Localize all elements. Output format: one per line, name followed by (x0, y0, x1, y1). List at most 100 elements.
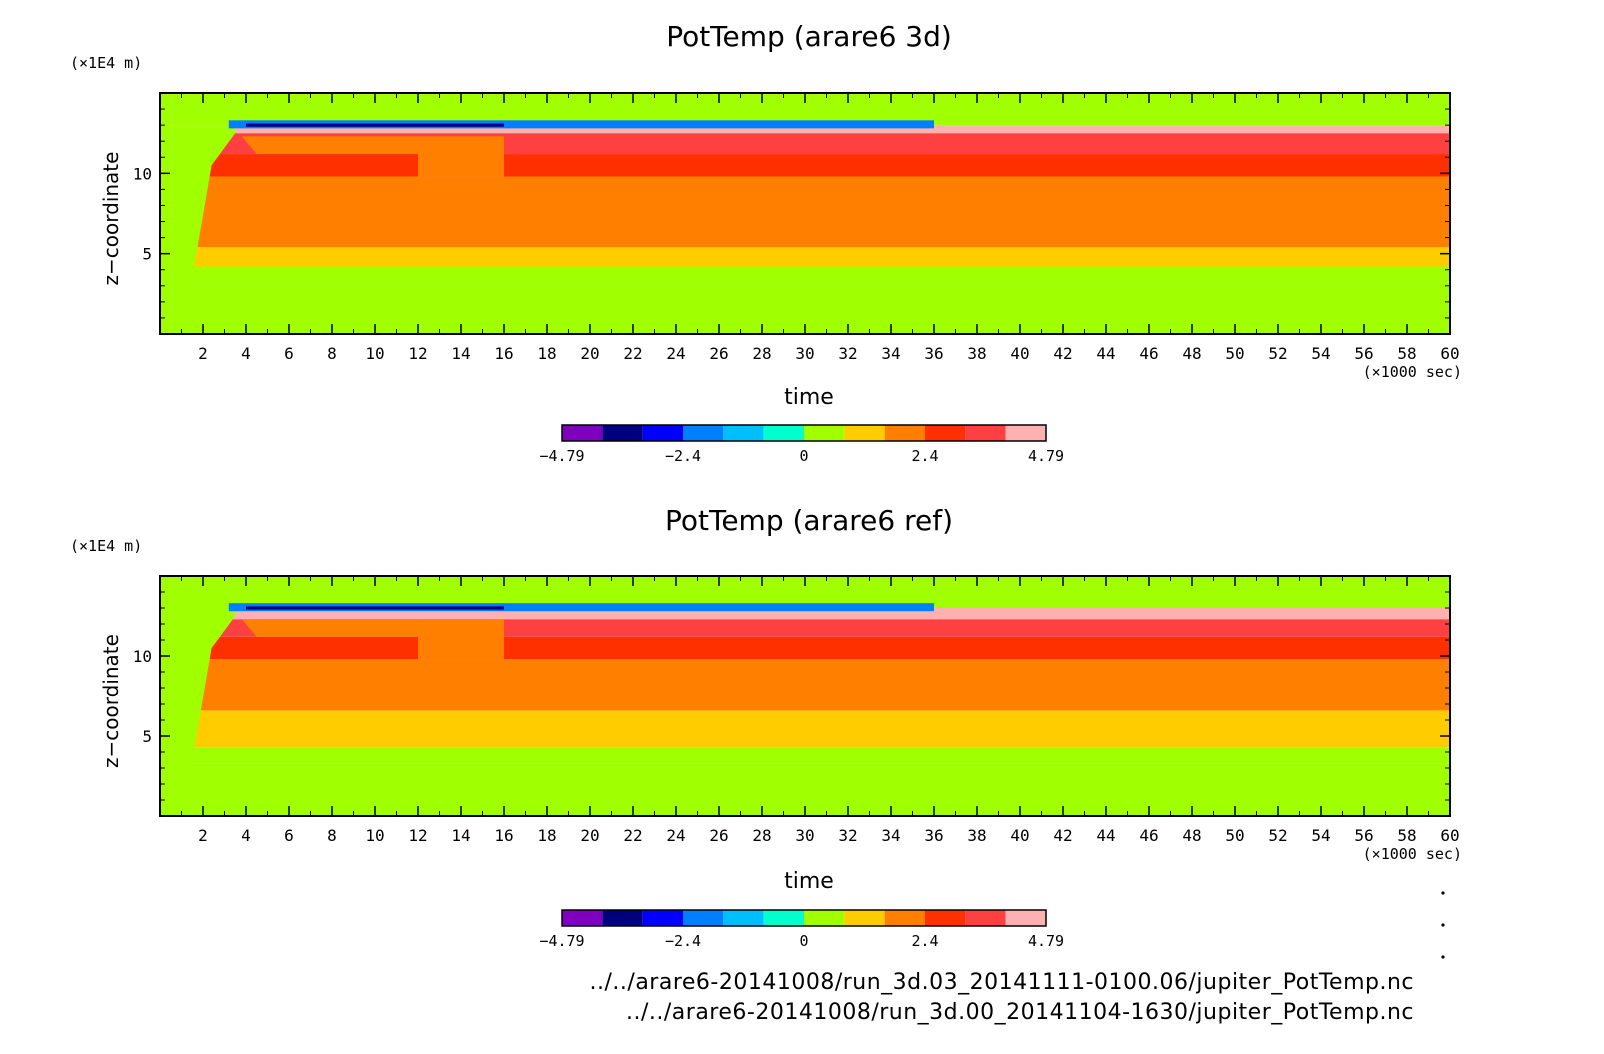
field-band-2-3 (160, 710, 1450, 748)
field-band-1-2 (160, 266, 1450, 283)
x-tick-label-2-60: 60 (1440, 826, 1459, 845)
colorbar-swatch-2-3 (642, 910, 683, 926)
field-band-2-7 (160, 608, 1450, 620)
early-surface-region-1 (160, 282, 199, 334)
cold-wave-core-1 (246, 123, 504, 127)
colorbar-label-2-2: −2.4 (665, 932, 701, 950)
colorbar-swatch-2-12 (1005, 910, 1046, 926)
x-tick-label-2-22: 22 (623, 826, 642, 845)
field-band-2-5 (160, 636, 1450, 660)
colorbar-label-2-1: −4.79 (539, 932, 584, 950)
colorbar-swatch-1-9 (884, 425, 925, 441)
chart-title-1: PotTemp (arare6 3d) (666, 20, 952, 53)
colorbar-swatch-1-1 (562, 425, 603, 441)
y-tick-label-2-10: 10 (133, 647, 152, 666)
x-tick-label-2-14: 14 (451, 826, 470, 845)
x-tick-label-2-32: 32 (838, 826, 857, 845)
x-tick-label-1-18: 18 (537, 344, 556, 363)
field-band-1-3 (160, 247, 1450, 267)
field-band-1-4 (160, 176, 1450, 248)
x-unit-label-1: (×1000 sec) (1363, 363, 1462, 381)
x-tick-label-1-26: 26 (709, 344, 728, 363)
margin-dot-3 (1441, 955, 1445, 959)
colorbar-label-1-4: 2.4 (911, 447, 938, 465)
x-tick-label-2-10: 10 (365, 826, 384, 845)
colorbar-label-2-4: 2.4 (911, 932, 938, 950)
x-tick-label-2-24: 24 (666, 826, 685, 845)
x-tick-label-1-60: 60 (1440, 344, 1459, 363)
x-tick-label-1-30: 30 (795, 344, 814, 363)
cold-wave-band-1 (228, 120, 935, 129)
colorbar-swatch-1-3 (642, 425, 683, 441)
x-tick-label-2-54: 54 (1311, 826, 1330, 845)
early-warm-region-1 (241, 136, 504, 177)
colorbar-swatch-2-2 (602, 910, 643, 926)
margin-dot-1 (1441, 891, 1445, 895)
x-axis-label-2: time (784, 869, 834, 894)
x-unit-label-2: (×1000 sec) (1363, 845, 1462, 863)
x-tick-label-1-32: 32 (838, 344, 857, 363)
x-tick-label-1-6: 6 (284, 344, 294, 363)
field-band-1-7 (160, 125, 1450, 134)
x-tick-label-2-44: 44 (1096, 826, 1115, 845)
x-tick-label-1-2: 2 (198, 344, 208, 363)
x-tick-label-1-52: 52 (1268, 344, 1287, 363)
x-tick-label-2-56: 56 (1354, 826, 1373, 845)
x-tick-label-1-40: 40 (1010, 344, 1029, 363)
x-tick-label-1-56: 56 (1354, 344, 1373, 363)
field-band-1-5 (160, 154, 1450, 177)
x-tick-label-2-20: 20 (580, 826, 599, 845)
colorbar-swatch-2-11 (965, 910, 1006, 926)
footer-file-path-2: ../../arare6-20141008/run_3d.00_20141104… (626, 1000, 1414, 1025)
colorbar-label-1-2: −2.4 (665, 447, 701, 465)
early-warm-region-2 (241, 619, 504, 660)
colorbar-swatch-1-2 (602, 425, 643, 441)
x-tick-label-1-54: 54 (1311, 344, 1330, 363)
x-tick-label-1-4: 4 (241, 344, 251, 363)
x-tick-label-2-42: 42 (1053, 826, 1072, 845)
colorbar-swatch-1-8 (844, 425, 885, 441)
x-tick-label-2-18: 18 (537, 826, 556, 845)
colorbar-swatch-2-1 (562, 910, 603, 926)
colorbar-swatch-1-11 (965, 425, 1006, 441)
colorbar-label-1-5: 4.79 (1028, 447, 1064, 465)
early-surface-region-2 (160, 764, 199, 816)
cold-wave-core-2 (246, 606, 504, 610)
colorbar-swatch-1-7 (804, 425, 845, 441)
margin-dot-2 (1441, 923, 1445, 927)
x-tick-label-1-34: 34 (881, 344, 900, 363)
cold-wave-band-2 (228, 603, 935, 612)
colorbar-swatch-1-10 (925, 425, 966, 441)
x-tick-label-2-4: 4 (241, 826, 251, 845)
colorbar-frame-2 (561, 909, 1047, 927)
x-tick-label-2-8: 8 (327, 826, 337, 845)
x-tick-label-1-38: 38 (967, 344, 986, 363)
x-tick-label-1-44: 44 (1096, 344, 1115, 363)
x-tick-label-1-14: 14 (451, 344, 470, 363)
colorbar-label-1-3: 0 (799, 447, 808, 465)
x-tick-label-2-48: 48 (1182, 826, 1201, 845)
x-tick-label-1-28: 28 (752, 344, 771, 363)
colorbar-swatch-1-12 (1005, 425, 1046, 441)
x-tick-label-2-58: 58 (1397, 826, 1416, 845)
y-tick-label-1-5: 5 (142, 245, 152, 264)
x-tick-label-1-36: 36 (924, 344, 943, 363)
x-tick-label-1-8: 8 (327, 344, 337, 363)
field-band-2-4 (160, 659, 1450, 711)
x-tick-label-1-12: 12 (408, 344, 427, 363)
x-axis-label-1: time (784, 385, 834, 410)
colorbar-swatch-1-5 (723, 425, 764, 441)
colorbar-swatch-2-6 (763, 910, 804, 926)
y-unit-label-2: (×1E4 m) (70, 537, 142, 555)
field-band-2-2 (160, 747, 1450, 764)
transient-region-1 (160, 125, 236, 334)
x-tick-label-2-52: 52 (1268, 826, 1287, 845)
y-tick-label-2-5: 5 (142, 727, 152, 746)
colorbar-label-2-3: 0 (799, 932, 808, 950)
x-tick-label-1-20: 20 (580, 344, 599, 363)
colorbar-swatch-2-4 (683, 910, 724, 926)
colorbar-swatch-2-5 (723, 910, 764, 926)
colorbar-label-1-1: −4.79 (539, 447, 584, 465)
x-tick-label-1-46: 46 (1139, 344, 1158, 363)
